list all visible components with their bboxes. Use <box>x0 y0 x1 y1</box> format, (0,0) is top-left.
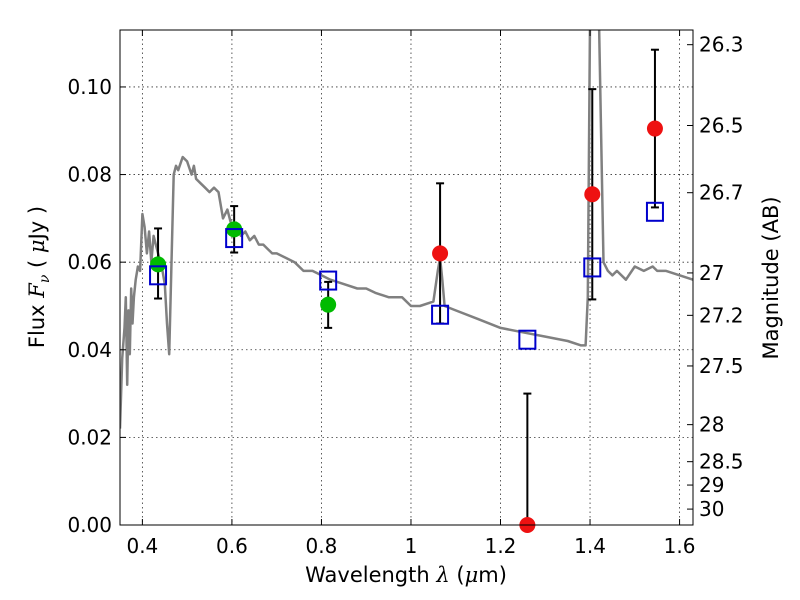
plot-frame <box>119 29 694 526</box>
x-tick-label: 1.2 <box>485 534 517 558</box>
mag-tick-label: 29 <box>699 473 724 497</box>
y-axis-label: Flux Fν ( μJy ) <box>25 206 53 348</box>
observed-green-point <box>320 296 337 313</box>
mag-tick-label: 26.7 <box>699 181 744 205</box>
y-tick-label: 0.04 <box>67 338 112 362</box>
mag-tick-label: 27.5 <box>699 354 744 378</box>
observed-red-point <box>432 245 449 262</box>
y-tick-label: 0.06 <box>67 250 112 274</box>
x-tick-label: 1.4 <box>574 534 606 558</box>
spectrum-layer <box>120 30 693 429</box>
observed-red-point <box>584 186 601 203</box>
mag-tick-label: 27 <box>699 261 724 285</box>
observed-red-point <box>646 120 663 137</box>
observed-green-point <box>150 256 167 273</box>
mag-tick-label: 30 <box>699 497 724 521</box>
x-axis-label: Wavelength λ (μm) <box>305 563 507 587</box>
mag-tick-label: 26.3 <box>699 33 744 57</box>
y-tick-label: 0.02 <box>67 425 112 449</box>
ticks: 0.4 0.6 0.8 1 1.2 1.4 1.6 0.00 0.02 0.04 0.06 0.08 0… <box>67 30 744 558</box>
y-tick-label: 0.08 <box>67 163 112 187</box>
model-photometry-square <box>149 265 168 286</box>
right-axis-label: Magnitude (AB) <box>759 196 783 359</box>
x-tick-label: 0.8 <box>306 534 338 558</box>
x-tick-label: 1.6 <box>664 534 696 558</box>
model-photometry-square <box>645 201 664 222</box>
x-tick-label: 1 <box>405 534 418 558</box>
model-photometry-square <box>583 257 602 278</box>
model-photometry-square <box>319 270 338 291</box>
model-photometry-square <box>225 228 244 249</box>
x-tick-label: 0.6 <box>216 534 248 558</box>
y-tick-label: 0.10 <box>67 75 112 99</box>
model-photometry-square <box>518 329 537 350</box>
mag-tick-label: 26.5 <box>699 113 744 137</box>
mag-tick-label: 28 <box>699 413 724 437</box>
model-photometry-square <box>431 304 450 325</box>
model-spectrum-line <box>120 30 693 429</box>
grid <box>120 30 693 526</box>
mag-tick-label: 27.2 <box>699 303 744 327</box>
x-tick-label: 0.4 <box>126 534 158 558</box>
mag-tick-label: 28.5 <box>699 450 744 474</box>
y-tick-label: 0.00 <box>67 513 112 537</box>
points-layer <box>149 48 664 533</box>
